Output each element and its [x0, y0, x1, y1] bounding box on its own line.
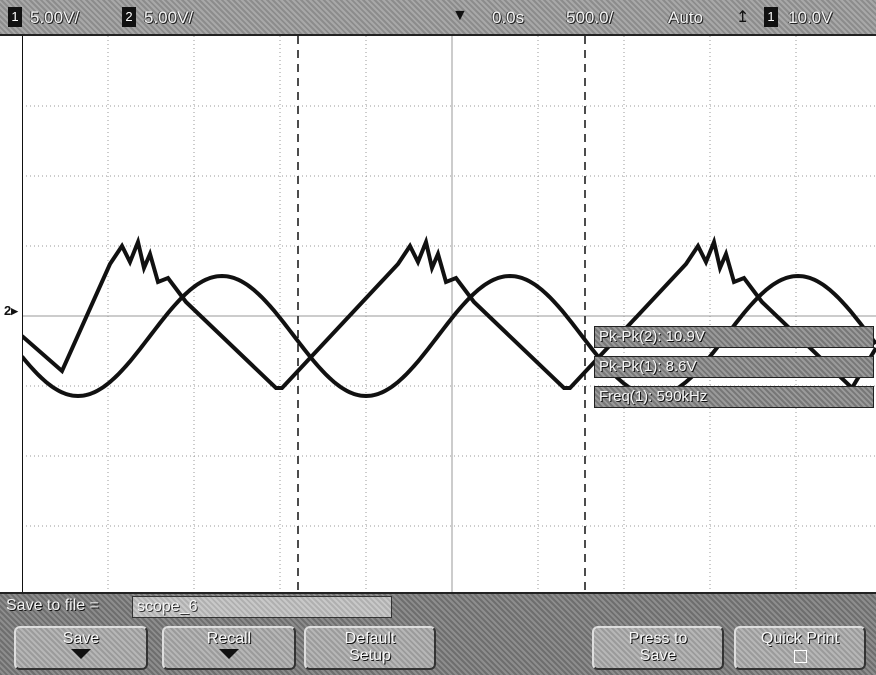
recall-button-label: Recall: [206, 630, 252, 647]
status-bar: 1 5.00V/ 2 5.00V/ ▼ 0.0s 500.0/ Auto ↥ 1…: [0, 0, 876, 36]
save-button-label: Save: [62, 630, 100, 647]
trigger-level: 10.0V: [788, 8, 833, 27]
trigger-edge-icon: ↥: [736, 9, 750, 26]
print-icon: [793, 650, 807, 664]
save-to-file-label: Save to file =: [6, 597, 99, 614]
channel-1-scale: 5.00V/: [30, 8, 80, 27]
press-to-save-label-1: Press to: [628, 630, 688, 647]
grid-lines: [22, 36, 876, 592]
measurement-pkpk-2: Pk-Pk(2): 10.9V: [594, 326, 874, 348]
default-setup-button[interactable]: Default Setup: [304, 626, 436, 670]
channel-2-scale: 5.00V/: [144, 8, 194, 27]
down-arrow-icon: [219, 649, 239, 659]
filename-field[interactable]: scope_6: [132, 596, 392, 618]
trigger-source-indicator: 1: [764, 7, 778, 27]
default-setup-label-2: Setup: [349, 647, 391, 664]
measurement-freq-1: Freq(1): 590kHz: [594, 386, 874, 408]
quick-print-button[interactable]: Quick Print: [734, 626, 866, 670]
press-to-save-button[interactable]: Press to Save: [592, 626, 724, 670]
channel-1-indicator: 1: [8, 7, 22, 27]
measurement-pkpk-1: Pk-Pk(1): 8.6V: [594, 356, 874, 378]
quick-print-label: Quick Print: [760, 630, 840, 647]
time-delay: 0.0s: [492, 8, 525, 27]
time-reference-icon: ▼: [452, 7, 468, 24]
recall-button[interactable]: Recall: [162, 626, 296, 670]
channel-2-indicator: 2: [122, 7, 136, 27]
graticule: [22, 36, 876, 592]
ground-marker[interactable]: 2▸: [4, 303, 18, 318]
waveform-display: [22, 36, 876, 592]
save-button[interactable]: Save: [14, 626, 148, 670]
softkey-bar: Save to file = scope_6 Save Recall Defau…: [0, 592, 876, 675]
down-arrow-icon: [71, 649, 91, 659]
trigger-mode: Auto: [668, 8, 703, 27]
channel-2-trace: [22, 235, 876, 392]
time-scale: 500.0/: [566, 8, 614, 27]
default-setup-label-1: Default: [344, 630, 396, 647]
press-to-save-label-2: Save: [639, 647, 677, 664]
